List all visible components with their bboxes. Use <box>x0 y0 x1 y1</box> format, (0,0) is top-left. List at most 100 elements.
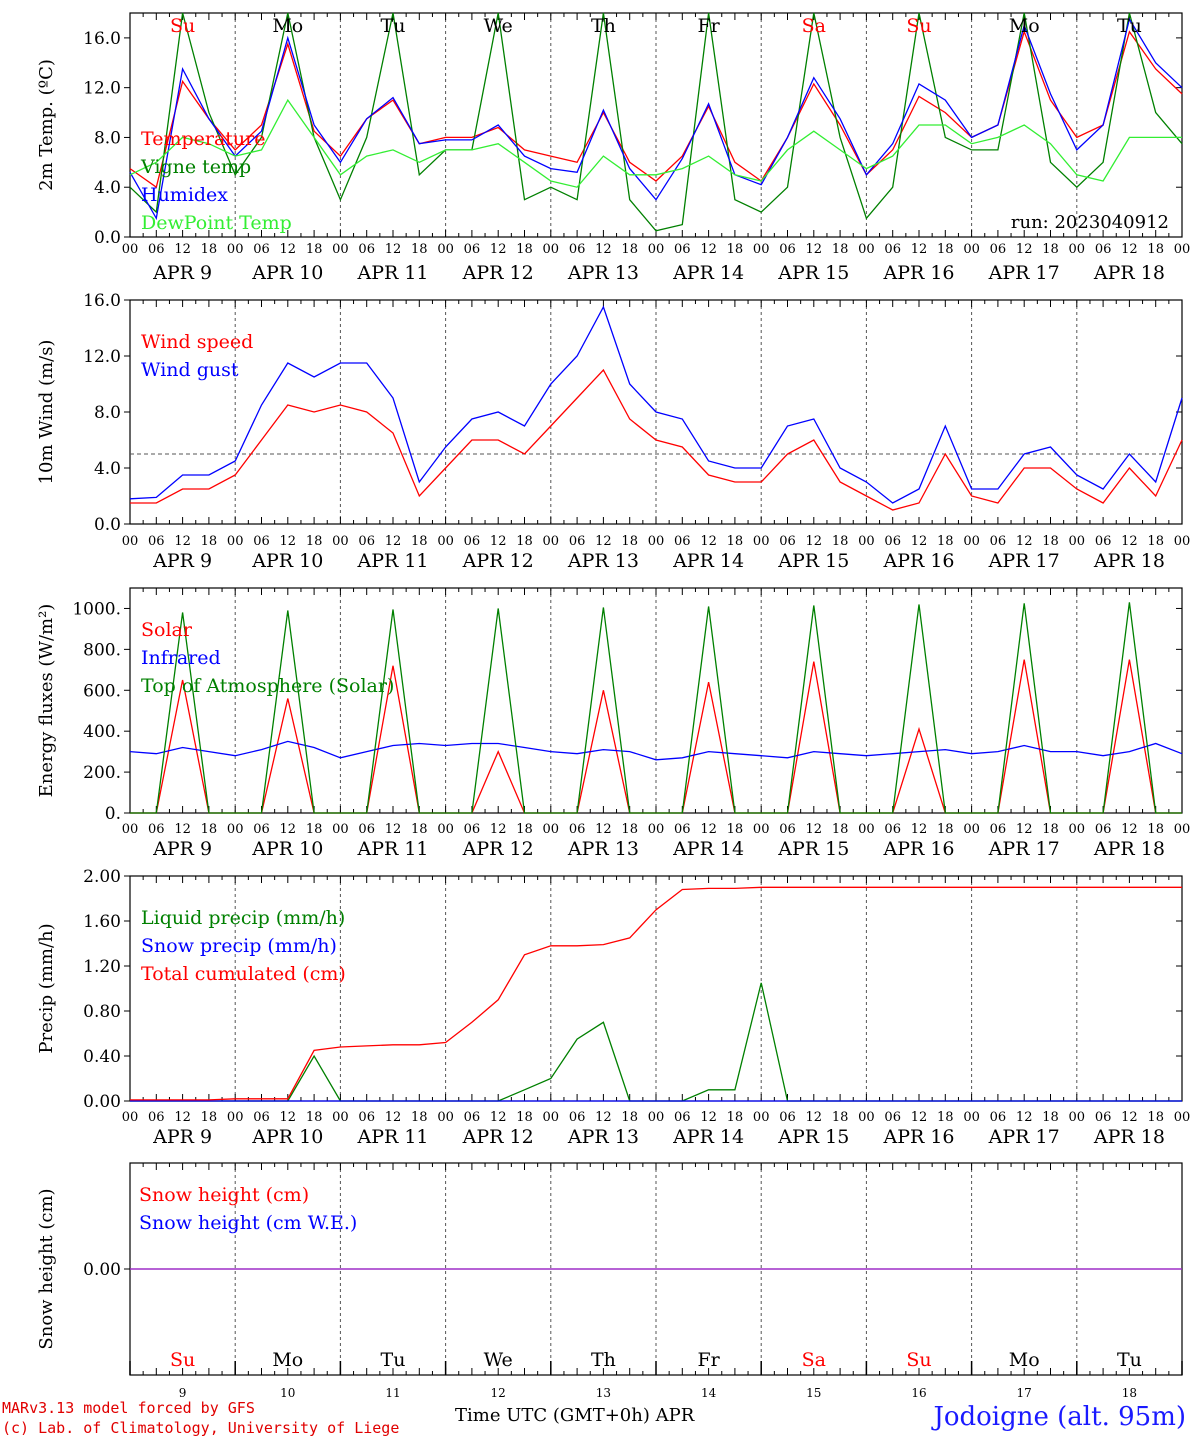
hour-tick-label: 00 <box>437 822 454 837</box>
hour-tick-label: 00 <box>122 534 139 549</box>
hour-tick-label: 18 <box>621 822 638 837</box>
hour-tick-label: 12 <box>280 1110 297 1125</box>
date-label: APR 15 <box>777 838 849 860</box>
hour-tick-label: 00 <box>227 242 244 257</box>
hour-tick-label: 12 <box>174 242 191 257</box>
date-label: APR 12 <box>462 550 534 572</box>
legend-entry: Solar <box>141 619 193 641</box>
date-label: APR 17 <box>988 550 1060 572</box>
hour-tick-label: 06 <box>358 242 375 257</box>
y-axis-label: Precip (mm/h) <box>36 923 57 1053</box>
y-tick-label: 400. <box>83 722 121 742</box>
series-line <box>130 982 1182 1102</box>
day-number: 10 <box>280 1386 295 1400</box>
series-line <box>130 602 1182 814</box>
hour-tick-label: 12 <box>595 534 612 549</box>
hour-tick-label: 00 <box>1174 242 1191 257</box>
hour-tick-label: 00 <box>1174 1110 1191 1125</box>
hour-tick-label: 18 <box>1147 1110 1164 1125</box>
hour-tick-label: 06 <box>884 822 901 837</box>
hour-tick-label: 12 <box>490 1110 507 1125</box>
date-label: APR 11 <box>356 550 428 572</box>
day-number: 15 <box>806 1386 821 1400</box>
date-label: APR 16 <box>882 838 954 860</box>
day-number: 11 <box>385 1386 400 1400</box>
y-tick-label: 16.0 <box>83 29 121 49</box>
run-label: run: 2023040912 <box>1011 212 1169 233</box>
legend-entry: Vigne temp <box>140 156 251 178</box>
hour-tick-label: 00 <box>1069 1110 1086 1125</box>
day-number: 13 <box>596 1386 611 1400</box>
day-name: Fr <box>697 15 720 37</box>
hour-tick-label: 12 <box>595 1110 612 1125</box>
y-tick-label: 800. <box>83 640 121 660</box>
y-tick-label: 4.0 <box>94 459 121 479</box>
hour-tick-label: 18 <box>411 1110 428 1125</box>
hour-tick-label: 18 <box>937 1110 954 1125</box>
hour-tick-label: 12 <box>1121 534 1138 549</box>
y-tick-label: 0.00 <box>83 1260 121 1280</box>
hour-tick-label: 06 <box>779 822 796 837</box>
date-label: APR 11 <box>356 838 428 860</box>
x-axis-title: Time UTC (GMT+0h) APR <box>455 1405 695 1426</box>
series-line <box>129 17 1183 221</box>
hour-tick-label: 06 <box>464 534 481 549</box>
hour-tick-label: 12 <box>700 822 717 837</box>
date-label: APR 9 <box>152 262 212 284</box>
hour-tick-label: 12 <box>490 822 507 837</box>
day-number: 9 <box>179 1386 187 1400</box>
hour-tick-label: 12 <box>595 822 612 837</box>
hour-tick-label: 18 <box>832 534 849 549</box>
hour-tick-label: 00 <box>963 822 980 837</box>
hour-tick-label: 12 <box>385 822 402 837</box>
hour-tick-label: 18 <box>832 822 849 837</box>
day-name: Sa <box>802 15 826 37</box>
hour-tick-label: 06 <box>1095 1110 1112 1125</box>
hour-tick-label: 00 <box>648 1110 665 1125</box>
hour-tick-label: 06 <box>674 242 691 257</box>
day-name: Tu <box>381 15 406 37</box>
y-tick-label: 8.0 <box>94 403 121 423</box>
day-name: We <box>484 15 513 37</box>
y-tick-label: 0. <box>105 804 121 824</box>
hour-tick-label: 00 <box>227 1110 244 1125</box>
hour-tick-label: 00 <box>648 242 665 257</box>
hour-tick-label: 18 <box>411 534 428 549</box>
hour-tick-label: 06 <box>884 1110 901 1125</box>
hour-tick-label: 00 <box>332 822 349 837</box>
date-label: APR 9 <box>152 550 212 572</box>
hour-tick-label: 00 <box>1069 534 1086 549</box>
hour-tick-label: 06 <box>253 242 270 257</box>
y-tick-label: 0.40 <box>83 1047 121 1067</box>
y-tick-label: 600. <box>83 681 121 701</box>
hour-tick-label: 06 <box>884 534 901 549</box>
y-axis-label: Snow height (cm) <box>36 1188 57 1349</box>
hour-tick-label: 18 <box>201 1110 218 1125</box>
date-label: APR 12 <box>462 262 534 284</box>
hour-tick-label: 00 <box>1069 242 1086 257</box>
hour-tick-label: 06 <box>990 822 1007 837</box>
date-label: APR 16 <box>882 262 954 284</box>
hour-tick-label: 12 <box>385 534 402 549</box>
hour-tick-label: 06 <box>779 534 796 549</box>
hour-tick-label: 12 <box>700 534 717 549</box>
day-number: 12 <box>491 1386 506 1400</box>
hour-tick-label: 18 <box>727 822 744 837</box>
hour-tick-label: 18 <box>516 534 533 549</box>
legend-entry: Humidex <box>141 184 228 206</box>
date-label: APR 17 <box>988 838 1060 860</box>
y-tick-label: 1000. <box>72 599 121 619</box>
hour-tick-label: 12 <box>806 534 823 549</box>
legend-entry: Infrared <box>141 647 221 669</box>
hour-tick-label: 00 <box>753 1110 770 1125</box>
y-tick-label: 8.0 <box>94 128 121 148</box>
hour-tick-label: 00 <box>122 1110 139 1125</box>
hour-tick-label: 00 <box>543 1110 560 1125</box>
hour-tick-label: 00 <box>122 242 139 257</box>
y-tick-label: 2.00 <box>83 867 121 887</box>
legend-entry: DewPoint Temp <box>141 212 292 234</box>
hour-tick-label: 06 <box>779 1110 796 1125</box>
y-tick-label: 0.0 <box>94 515 121 535</box>
day-number: 18 <box>1122 1386 1137 1400</box>
day-name: Mo <box>272 1349 303 1371</box>
